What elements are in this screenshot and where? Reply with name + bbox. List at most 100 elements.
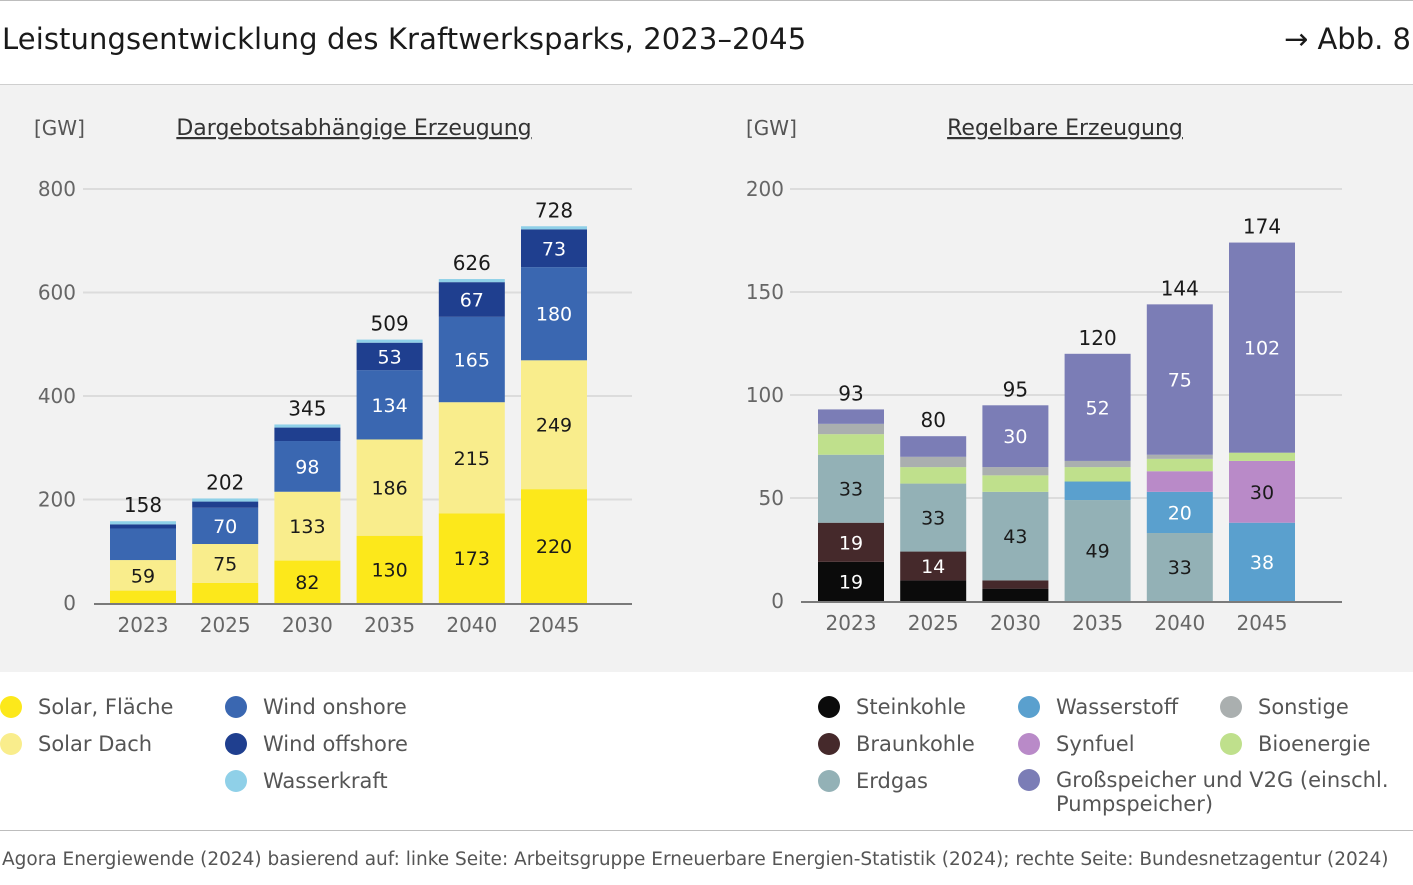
legend-item-grossspeicher-v2g: Großspeicher und V2G (einschl. Pumpspeic… bbox=[1018, 768, 1389, 816]
legend-label: Erdgas bbox=[856, 769, 929, 793]
bar-segment bbox=[274, 491, 341, 561]
data-label: 82 bbox=[295, 572, 319, 594]
bar-segment bbox=[1146, 458, 1213, 472]
legend-swatch bbox=[1018, 769, 1040, 791]
x-tick-label: 2030 bbox=[282, 613, 333, 637]
data-label: 19 bbox=[839, 532, 863, 554]
bar-segment bbox=[1146, 304, 1213, 455]
bar-segment bbox=[982, 467, 1049, 476]
y-tick-label: 200 bbox=[746, 177, 784, 201]
legend-item-wasserkraft: Wasserkraft bbox=[225, 769, 388, 793]
bar-segment bbox=[274, 424, 341, 428]
data-label: 14 bbox=[921, 556, 945, 578]
y-tick-label: 600 bbox=[38, 281, 76, 305]
data-label: 130 bbox=[371, 559, 407, 581]
data-label: 30 bbox=[1003, 426, 1027, 448]
bar-segment bbox=[900, 436, 967, 457]
y-tick-label: 150 bbox=[746, 280, 784, 304]
data-label: 73 bbox=[542, 238, 566, 260]
legend-swatch bbox=[0, 696, 22, 718]
bar-segment bbox=[900, 551, 967, 581]
legend-item-erdgas: Erdgas bbox=[818, 769, 928, 793]
bar-segment bbox=[438, 282, 505, 317]
data-label: 133 bbox=[289, 516, 325, 538]
bar-segment bbox=[1229, 522, 1295, 601]
data-label: 98 bbox=[295, 456, 319, 478]
bar-segment bbox=[356, 439, 423, 536]
x-tick-label: 2025 bbox=[200, 613, 251, 637]
bar-segment bbox=[110, 521, 176, 525]
bar-segment bbox=[110, 590, 176, 603]
data-label: 70 bbox=[213, 516, 237, 538]
data-label: 49 bbox=[1086, 541, 1110, 563]
total-label: 345 bbox=[288, 396, 326, 420]
data-label: 33 bbox=[1168, 557, 1192, 579]
x-tick-label: 2040 bbox=[446, 613, 497, 637]
bar-segment bbox=[521, 489, 587, 603]
bar-segment bbox=[521, 229, 587, 268]
x-tick-label: 2035 bbox=[1072, 611, 1123, 635]
y-tick-label: 0 bbox=[63, 591, 76, 615]
legend-item-braunkohle: Braunkohle bbox=[818, 732, 975, 756]
bar-segment bbox=[900, 456, 967, 468]
total-label: 174 bbox=[1243, 215, 1281, 239]
data-label: 220 bbox=[536, 536, 572, 558]
bar-segment bbox=[356, 339, 423, 343]
bar-segment bbox=[521, 226, 587, 230]
legend-item-sonstige: Sonstige bbox=[1220, 695, 1349, 719]
y-tick-label: 400 bbox=[38, 384, 76, 408]
bar-segment bbox=[356, 535, 423, 603]
y-axis-unit-label: [GW] bbox=[34, 116, 85, 140]
bar-segment bbox=[1146, 454, 1213, 459]
legend-label: Wasserstoff bbox=[1056, 695, 1179, 719]
figure-reference-link[interactable]: → Abb. 8 bbox=[1283, 22, 1411, 56]
bar-segment bbox=[110, 524, 176, 529]
legend-swatch bbox=[0, 733, 22, 755]
bar-segment bbox=[274, 427, 341, 442]
data-label: 33 bbox=[921, 508, 945, 530]
bar-segment bbox=[818, 423, 884, 435]
legend-swatch bbox=[1220, 696, 1242, 718]
bar-segment bbox=[1064, 353, 1131, 461]
bar-segment bbox=[982, 491, 1049, 581]
total-label: 626 bbox=[453, 251, 491, 275]
legend-item-solar-flaeche: Solar, Fläche bbox=[0, 695, 173, 719]
legend-label: Braunkohle bbox=[856, 732, 975, 756]
legend-label: Großspeicher und V2G (einschl. Pumpspeic… bbox=[1056, 768, 1389, 816]
bar-segment bbox=[1146, 491, 1213, 534]
bar-segment bbox=[274, 560, 341, 603]
data-label: 180 bbox=[536, 304, 572, 326]
bar-segment bbox=[438, 513, 505, 603]
bar-segment bbox=[438, 279, 505, 283]
bar-segment bbox=[110, 528, 176, 561]
data-label: 173 bbox=[454, 548, 490, 570]
legend-item-synfuel: Synfuel bbox=[1018, 732, 1135, 756]
data-label: 75 bbox=[213, 553, 237, 575]
y-tick-label: 50 bbox=[759, 486, 784, 510]
total-label: 144 bbox=[1161, 276, 1199, 300]
legend-swatch bbox=[1018, 733, 1040, 755]
legend-label: Bioenergie bbox=[1258, 732, 1371, 756]
legend-label-line1: Großspeicher und V2G (einschl. bbox=[1056, 768, 1389, 792]
bar-segment bbox=[818, 409, 884, 424]
legend-label: Steinkohle bbox=[856, 695, 966, 719]
bar-segment bbox=[192, 582, 259, 603]
legend-item-wind-onshore: Wind onshore bbox=[225, 695, 407, 719]
data-label: 38 bbox=[1250, 552, 1274, 574]
x-tick-label: 2045 bbox=[529, 613, 580, 637]
y-tick-label: 200 bbox=[38, 488, 76, 512]
legend-item-bioenergie: Bioenergie bbox=[1220, 732, 1371, 756]
bar-segment bbox=[274, 441, 341, 492]
bar-segment bbox=[818, 561, 884, 601]
bar-segment bbox=[356, 342, 423, 371]
legend-item-steinkohle: Steinkohle bbox=[818, 695, 966, 719]
data-label: 53 bbox=[378, 346, 402, 368]
bar-segment bbox=[1064, 481, 1131, 501]
charts-svg: [GW] Dargebotsabhängige Erzeugung 0 200 400 6… bbox=[34, 116, 1342, 637]
chart-title: Dargebotsabhängige Erzeugung bbox=[176, 116, 531, 141]
legend-swatch bbox=[818, 696, 840, 718]
legend-label: Wind offshore bbox=[263, 732, 408, 756]
legend-item-solar-dach: Solar Dach bbox=[0, 732, 152, 756]
bar-segment bbox=[1146, 533, 1213, 601]
bar-segment bbox=[982, 475, 1049, 492]
